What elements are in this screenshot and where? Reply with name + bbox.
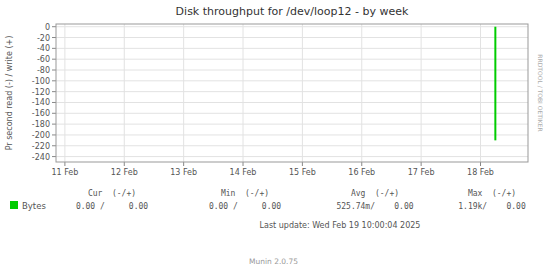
grid-line: [56, 145, 528, 146]
plot-area: [56, 24, 528, 162]
tick-label: 15 Feb: [289, 168, 316, 177]
grid-line: [302, 24, 303, 162]
grid-line: [56, 113, 528, 114]
grid-line: [361, 24, 362, 162]
grid-line: [56, 80, 528, 81]
table-value: 1.19k/ 0.00: [458, 202, 526, 211]
table-header: Avg (-/+): [351, 189, 399, 198]
table-header: Cur (-/+): [88, 189, 136, 198]
tick: [52, 37, 56, 38]
table-value: 0.00 / 0.00: [209, 202, 281, 211]
table-header: Min (-/+): [221, 189, 269, 198]
tick: [52, 48, 56, 49]
tick-label: 12 Feb: [111, 168, 138, 177]
plot-frame: [56, 24, 528, 162]
tick-label: -140: [32, 98, 50, 107]
grid-line: [56, 26, 528, 27]
tick-label: 13 Feb: [170, 168, 197, 177]
grid-line: [243, 24, 244, 162]
tick-label: 14 Feb: [230, 168, 257, 177]
grid-line: [421, 24, 422, 162]
tick: [52, 124, 56, 125]
tick: [52, 59, 56, 60]
tick: [183, 162, 184, 166]
tick: [52, 91, 56, 92]
table-value: 525.74m/ 0.00: [336, 202, 413, 211]
tick: [52, 70, 56, 71]
grid-line: [56, 124, 528, 125]
tick: [421, 162, 422, 166]
grid-line: [56, 59, 528, 60]
grid: [56, 24, 528, 162]
tick-label: -240: [32, 153, 50, 162]
tick-label: -180: [32, 120, 50, 129]
tick-label: -100: [32, 77, 50, 86]
tick: [124, 162, 125, 166]
series-group: [495, 27, 496, 141]
tick-label: 18 Feb: [467, 168, 494, 177]
grid-line: [56, 134, 528, 135]
grid-line: [183, 24, 184, 162]
series-line: [494, 27, 496, 141]
tick: [52, 156, 56, 157]
tick-label: -40: [37, 44, 50, 53]
tick-label: 0: [45, 23, 50, 32]
tick-label: -160: [32, 109, 50, 118]
chart: Disk throughput for /dev/loop12 - by wee…: [0, 0, 547, 275]
annotation: Munin 2.0.75: [249, 257, 298, 266]
tick-label: 17 Feb: [408, 168, 435, 177]
tick: [52, 102, 56, 103]
grid-line: [56, 102, 528, 103]
tick: [243, 162, 244, 166]
tick: [52, 134, 56, 135]
tick-label: -20: [37, 34, 50, 43]
tick-label: 16 Feb: [348, 168, 375, 177]
tick-label: -120: [32, 88, 50, 97]
grid-line: [124, 24, 125, 162]
title: Disk throughput for /dev/loop12 - by wee…: [176, 5, 409, 18]
legend-label: Bytes: [22, 201, 46, 211]
annotation: Last update: Wed Feb 19 10:00:04 2025: [260, 221, 421, 230]
tick: [52, 145, 56, 146]
tick: [64, 162, 65, 166]
tick: [480, 162, 481, 166]
tick: [52, 113, 56, 114]
table-value: 0.00 / 0.00: [76, 202, 148, 211]
grid-line: [56, 70, 528, 71]
tick-label: -60: [37, 55, 50, 64]
grid-line: [56, 156, 528, 157]
grid-line: [64, 24, 65, 162]
tick-label: 11 Feb: [51, 168, 78, 177]
grid-line: [56, 91, 528, 92]
tick-label: -200: [32, 131, 50, 140]
axis-label: Pr second read (-) / write (+): [5, 36, 14, 151]
tick: [52, 26, 56, 27]
grid-line: [480, 24, 481, 162]
annotation: RRDTOOL / TOBI OETIKER: [537, 54, 544, 131]
tick-label: -220: [32, 142, 50, 151]
tick: [361, 162, 362, 166]
tick-label: -80: [37, 66, 50, 75]
tick: [52, 80, 56, 81]
grid-line: [56, 37, 528, 38]
legend-swatch: [10, 201, 18, 209]
tick: [302, 162, 303, 166]
grid-line: [56, 48, 528, 49]
table-header: Max (-/+): [468, 189, 516, 198]
